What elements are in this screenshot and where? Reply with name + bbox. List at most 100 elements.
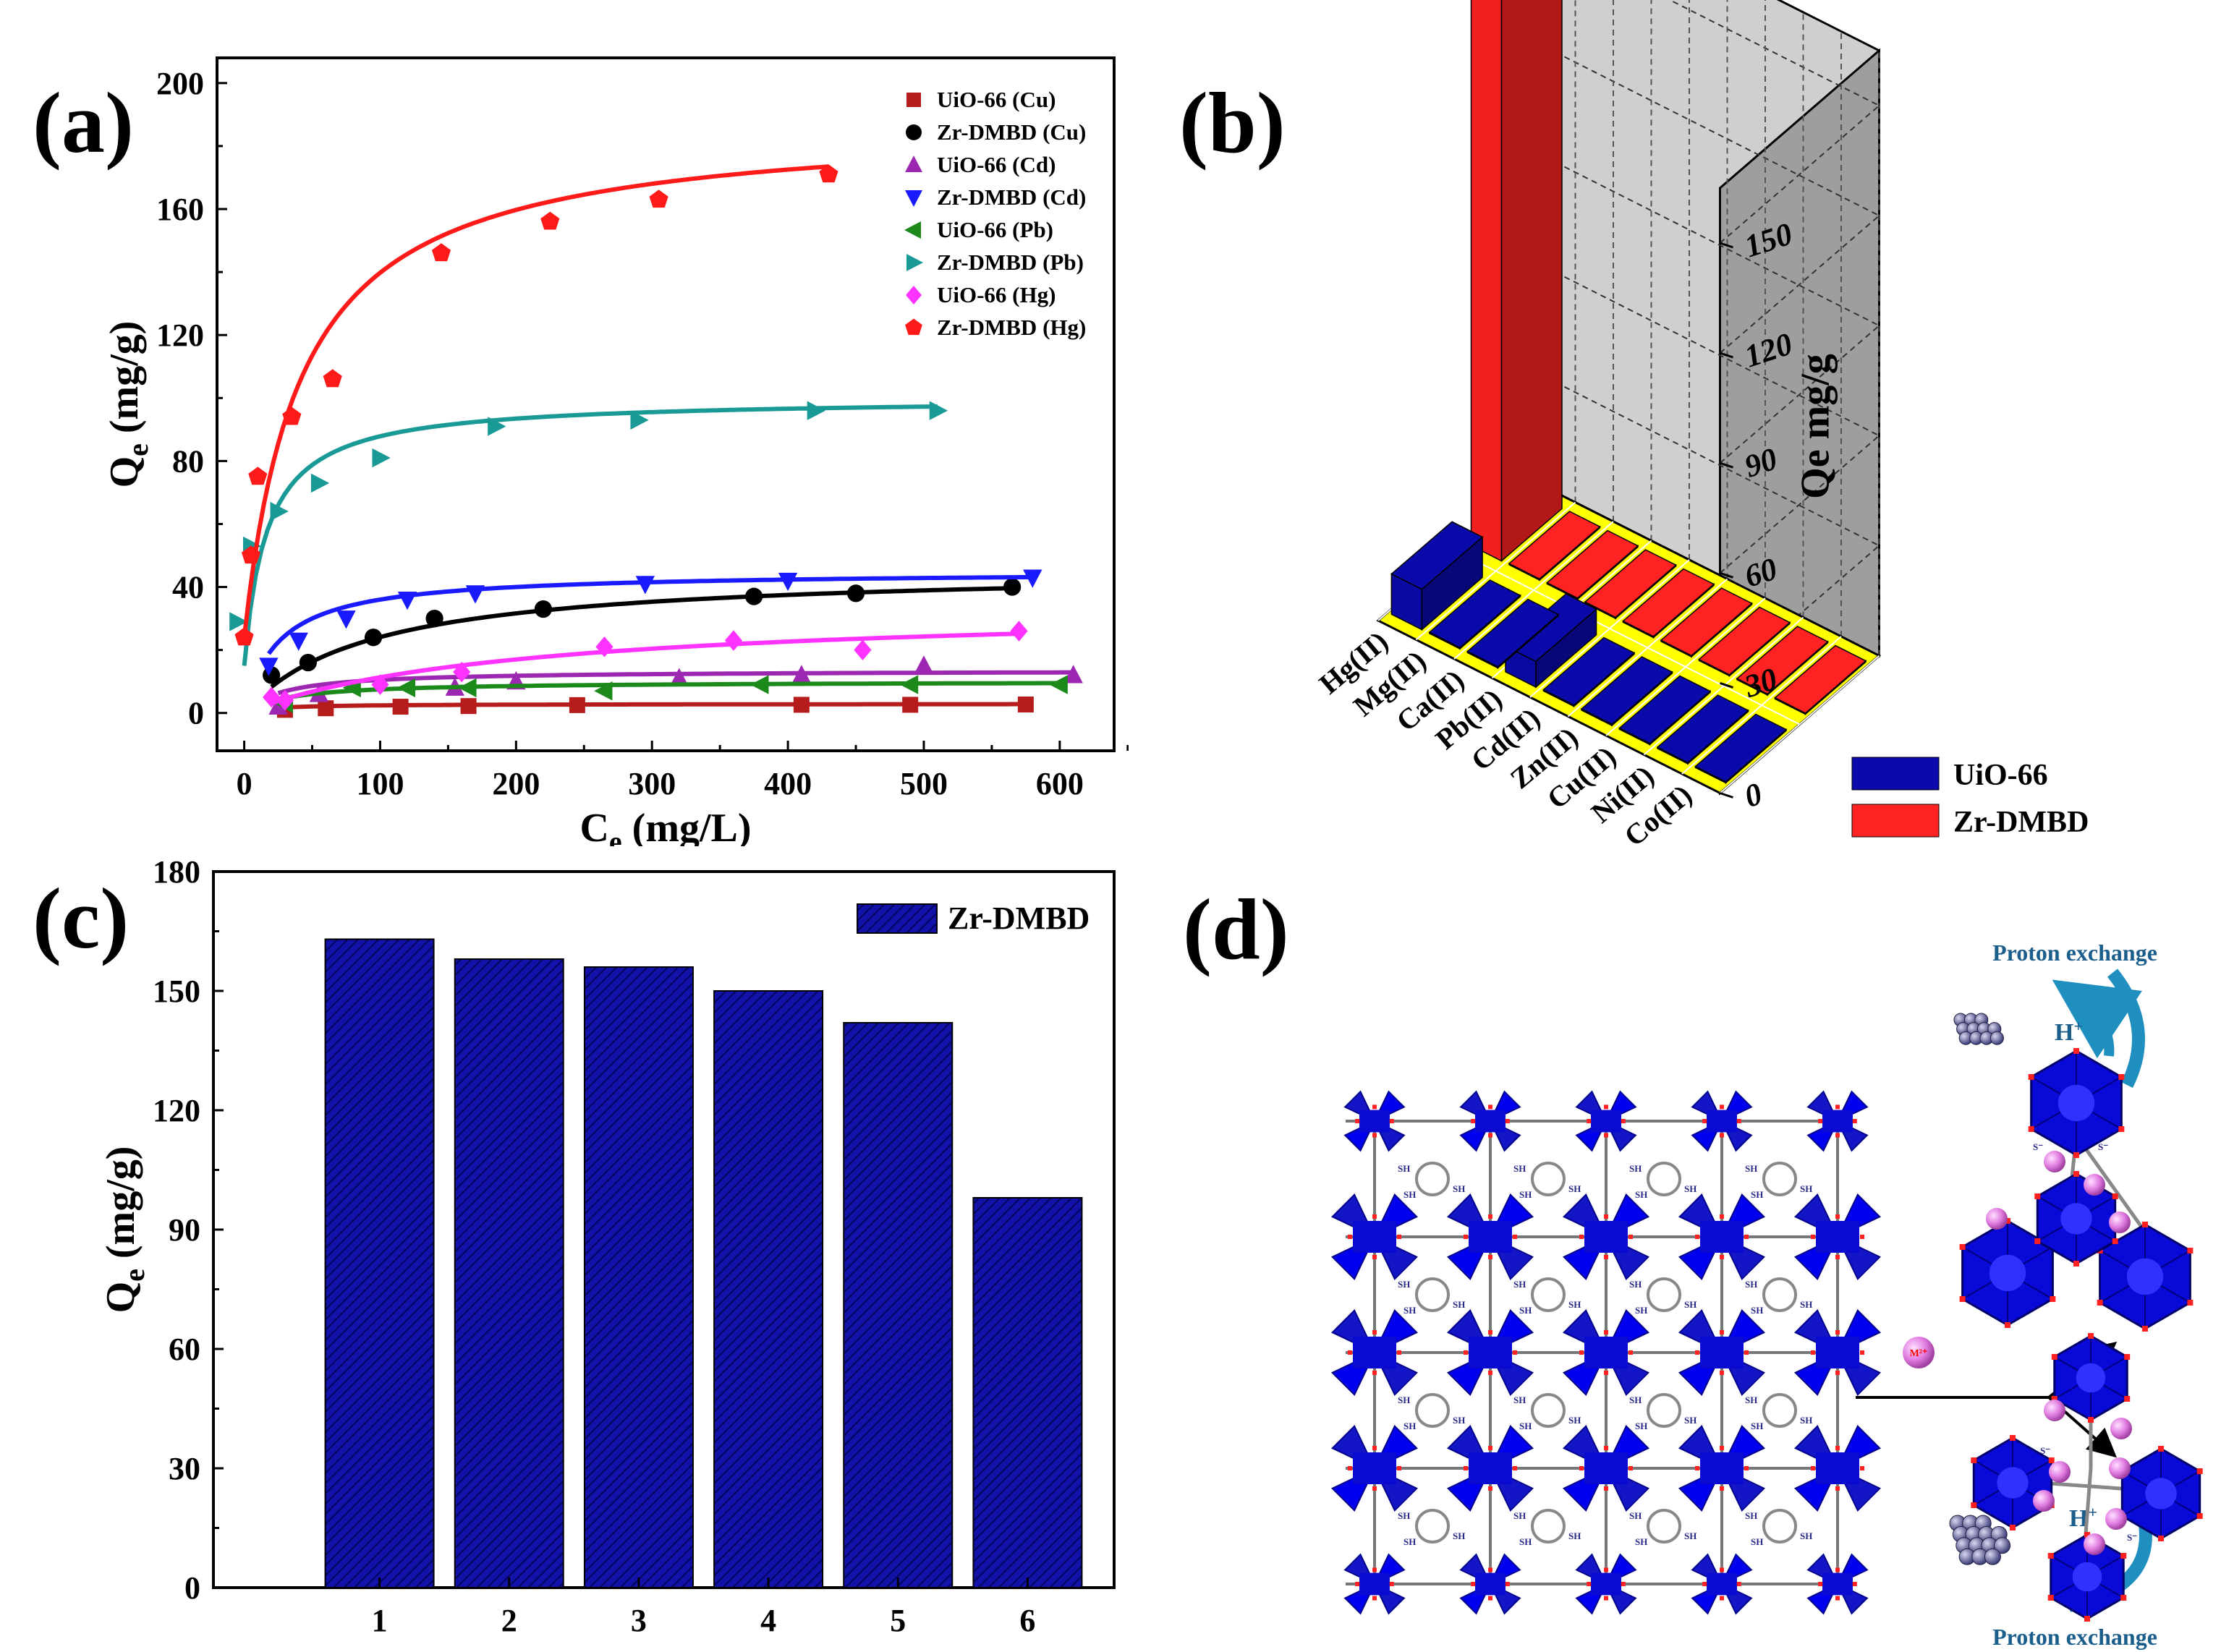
zr-octahedral-cage — [2028, 1048, 2125, 1158]
legend-marker — [905, 318, 922, 336]
legend-marker — [906, 93, 921, 107]
zr-octahedral-cage — [1959, 1218, 2056, 1328]
bar-uio-66-5 — [1580, 656, 1673, 727]
bound-metal-ion — [2110, 1418, 2132, 1439]
y-tick-label: 40 — [172, 570, 204, 605]
legend-label: Zr-DMBD (Cd) — [937, 184, 1086, 210]
svg-text:SH: SH — [1629, 1510, 1642, 1521]
panel-label-d: (d) — [1183, 881, 1289, 977]
zr-cluster-node — [1794, 1193, 1881, 1280]
zr-cluster-node — [1563, 1193, 1649, 1280]
zr-cluster-node — [1691, 1553, 1753, 1615]
data-point — [460, 698, 477, 715]
y-tick-label: 160 — [156, 192, 204, 227]
data-point — [807, 401, 825, 420]
zr-cluster-node — [1343, 1090, 1406, 1152]
dmbd-linker: SH SH SH — [1513, 1509, 1581, 1547]
data-point — [793, 697, 810, 713]
svg-text:SH: SH — [1403, 1189, 1416, 1200]
bound-metal-ion — [2109, 1212, 2131, 1233]
y-tick-label: 200 — [156, 66, 204, 101]
bar-zr-dmbd-3 — [1584, 549, 1677, 620]
fit-curve — [284, 681, 1060, 701]
legend-marker — [906, 254, 923, 271]
zr-cluster-node — [1691, 1090, 1753, 1152]
svg-text:SH: SH — [1745, 1279, 1757, 1290]
bound-metal-ion — [2049, 1461, 2071, 1483]
data-point — [914, 655, 934, 674]
bar — [713, 990, 824, 1588]
data-point — [534, 600, 553, 618]
product-structure-bottom: S⁻ S⁻ — [1971, 1333, 2203, 1622]
svg-text:SH: SH — [1751, 1305, 1763, 1316]
svg-text:SH: SH — [1800, 1530, 1812, 1541]
x-tick-label: 5 — [890, 1603, 906, 1638]
data-point — [929, 401, 948, 420]
mof-framework-lattice: SHSHSHSHSHSHSHSHSHSHSHSHSHSHSHSHSHSHSHSH… — [1331, 1090, 1881, 1615]
bar-zr-dmbd-7 — [1736, 626, 1829, 697]
data-point — [299, 653, 317, 672]
proton-exchange-label-bottom: Proton exchange — [1992, 1624, 2157, 1650]
x-tick-label: 200 — [492, 766, 540, 801]
bound-metal-ion — [2084, 1533, 2105, 1555]
dmbd-linker: SH SH SH — [1513, 1277, 1581, 1316]
zr-cluster-node — [1794, 1309, 1881, 1396]
data-point — [263, 686, 281, 708]
product-structure-top: S⁻ S⁻ — [1959, 1048, 2194, 1332]
dmbd-linker: SH SH SH — [1513, 1393, 1581, 1431]
bar — [972, 1197, 1083, 1588]
data-point — [270, 501, 289, 521]
data-point — [488, 417, 506, 436]
bar-zr-dmbd-1 — [1508, 511, 1601, 582]
data-point — [431, 243, 451, 262]
dmbd-linker: SH SH SH — [1629, 1277, 1696, 1316]
proton-exchange-label-top: Proton exchange — [1992, 940, 2157, 966]
svg-text:SH: SH — [1453, 1183, 1465, 1194]
data-point — [234, 627, 254, 646]
z-axis-label: Qe mg/g — [1793, 354, 1838, 499]
x-tick-label: 300 — [628, 766, 676, 801]
z-tick — [1720, 461, 1733, 469]
data-point — [778, 572, 798, 592]
dmbd-linker: SH SH SH — [1745, 1162, 1812, 1200]
data-point — [371, 674, 389, 695]
z-tick — [1720, 352, 1733, 359]
dmbd-linker: SH SH SH — [1513, 1162, 1581, 1200]
data-point — [594, 681, 613, 701]
svg-text:SH: SH — [1403, 1305, 1416, 1316]
data-point — [1023, 569, 1042, 588]
x-tick-label: 1 — [372, 1603, 388, 1638]
bar — [454, 958, 564, 1588]
bar — [324, 938, 435, 1588]
y-tick-label: 60 — [169, 1332, 200, 1367]
proton-cluster-bottom — [1949, 1515, 2011, 1565]
bar-zr-dmbd-4 — [1622, 568, 1715, 639]
svg-text:SH: SH — [1398, 1510, 1410, 1521]
data-point — [819, 164, 838, 183]
data-point — [846, 584, 865, 603]
x-tick-label: 500 — [900, 766, 948, 801]
fit-curve — [277, 670, 1074, 696]
svg-text:SH: SH — [1629, 1163, 1642, 1174]
zr-cluster-node — [1447, 1193, 1534, 1280]
svg-text:SH: SH — [1745, 1510, 1757, 1521]
chart-c-recycling: 0 30 60 90 120 150 180 Qe (mg/g) 1 2 3 4 5 6 Zr-DMBD — [98, 854, 1116, 1638]
svg-text:S⁻: S⁻ — [2040, 1445, 2050, 1456]
data-point — [595, 636, 613, 657]
zr-octahedral-cage — [1971, 1435, 2055, 1530]
bound-metal-ion — [2033, 1490, 2055, 1512]
data-point — [397, 591, 417, 610]
legend-label: Zr-DMBD (Hg) — [937, 315, 1086, 340]
zr-cluster-node — [1806, 1090, 1869, 1152]
dmbd-linker: SH SH SH — [1398, 1277, 1465, 1316]
dmbd-linker: SH SH SH — [1398, 1162, 1465, 1200]
data-point — [791, 665, 812, 684]
y-tick-label: 30 — [169, 1451, 200, 1486]
zr-cluster-node — [1459, 1553, 1521, 1615]
y-tick-label: 120 — [156, 318, 204, 353]
zr-cluster-node — [1794, 1425, 1881, 1512]
svg-text:SH: SH — [1751, 1189, 1763, 1200]
bar-zr-dmbd-2 — [1546, 529, 1639, 601]
z-tick — [1720, 571, 1733, 579]
metal-ion-sphere — [1903, 1337, 1935, 1368]
